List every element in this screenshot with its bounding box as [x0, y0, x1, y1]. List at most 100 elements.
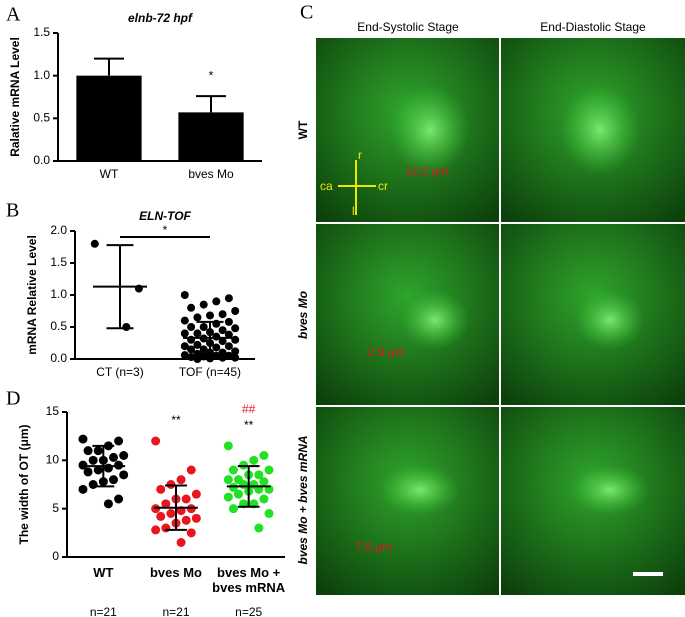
column-header: End-Diastolic Stage: [540, 20, 646, 34]
data-point: [122, 323, 131, 331]
data-point: [223, 441, 233, 451]
data-point: [180, 329, 189, 338]
bar: [76, 75, 142, 161]
data-point: [180, 291, 189, 299]
data-point: [161, 523, 171, 533]
measurement: 12.2 μm: [405, 164, 449, 178]
y-axis-label: Ralative mRNA Level: [8, 37, 22, 157]
data-point: [218, 337, 227, 346]
x-tick-label: bves Mo: [188, 167, 234, 181]
data-point: [191, 489, 201, 499]
data-point: [199, 323, 208, 331]
data-point: [181, 515, 191, 525]
axis-label: cr: [378, 179, 388, 193]
bar: [178, 112, 244, 161]
x-tick-label: WT: [100, 167, 119, 181]
data-point: [193, 329, 202, 338]
n-label: n=21: [162, 605, 189, 617]
x-tick-label: WT: [93, 565, 114, 580]
data-point: [187, 353, 196, 362]
data-point: [166, 509, 176, 518]
measurement: 2.9 μm: [368, 345, 405, 359]
data-point: [264, 465, 274, 475]
data-point: [109, 475, 119, 485]
data-point: [228, 504, 238, 514]
data-point: [93, 446, 103, 456]
panel-c-images: [316, 38, 685, 595]
panel-label: B: [6, 200, 19, 222]
data-point: [103, 499, 113, 509]
data-point: [156, 484, 166, 494]
data-point: [109, 452, 119, 462]
data-point: [193, 340, 202, 349]
data-point: [224, 330, 233, 339]
data-point: [259, 451, 269, 460]
data-point: [254, 470, 264, 480]
axis-label: l: [352, 204, 355, 218]
y-tick-label: 0.0: [33, 153, 50, 167]
chart-title: elnb-72 hpf: [128, 11, 193, 25]
data-point: [119, 470, 129, 480]
data-point: [180, 351, 189, 360]
data-point: [228, 465, 238, 475]
x-tick-label: TOF (n=45): [179, 365, 241, 379]
data-point: [193, 313, 202, 322]
data-point: [231, 324, 240, 333]
data-point: [199, 300, 208, 309]
panel-label: C: [300, 2, 313, 24]
data-point: [223, 492, 233, 502]
data-point: [231, 307, 240, 315]
data-point: [114, 494, 124, 504]
data-point: [206, 354, 214, 363]
y-axis-label: mRNA Relative Level: [25, 235, 39, 355]
data-point: [193, 355, 202, 363]
data-point: [191, 513, 201, 523]
y-tick-label: 5: [52, 501, 59, 515]
data-point: [224, 342, 233, 351]
n-label: n=21: [90, 605, 117, 617]
x-tick-label: bves Mo: [150, 565, 202, 580]
data-point: [231, 347, 240, 356]
data-point: [180, 316, 189, 325]
data-point: [156, 511, 166, 521]
panel-label: A: [6, 4, 21, 26]
data-point: [114, 436, 124, 446]
y-tick-label: 1.0: [50, 287, 67, 301]
row-label: bves Mo: [296, 291, 310, 339]
data-point: [187, 345, 196, 354]
y-tick-label: 0: [52, 549, 59, 563]
data-point: [224, 351, 233, 360]
data-point: [88, 455, 98, 465]
data-point: [187, 303, 196, 312]
x-tick-label: CT (n=3): [96, 365, 143, 379]
x-tick-label: WT: [93, 565, 114, 580]
data-point: [233, 489, 243, 499]
axis-label: r: [358, 148, 362, 162]
data-point: [231, 353, 240, 362]
data-point: [93, 465, 103, 475]
data-point: [83, 467, 93, 477]
data-point: [186, 465, 196, 475]
y-axis-label: The width of OT (μm): [17, 425, 31, 545]
data-point: [212, 297, 221, 306]
data-point: [119, 451, 129, 460]
y-tick-label: 1.5: [33, 25, 50, 39]
data-point: [259, 494, 269, 504]
data-point: [224, 317, 233, 326]
data-point: [259, 477, 269, 487]
annotation: **: [244, 418, 254, 432]
data-point: [78, 434, 88, 444]
data-point: [218, 326, 227, 335]
axis-label: ca: [320, 179, 333, 193]
data-point: [90, 239, 99, 248]
row-label: bves Mo + bves mRNA: [296, 435, 310, 564]
data-point: [254, 523, 264, 533]
data-point: [264, 509, 274, 518]
data-point: [161, 499, 171, 509]
data-point: [218, 353, 227, 362]
y-tick-label: 0.5: [50, 319, 67, 333]
data-point: [103, 463, 113, 473]
annotation: ##: [242, 402, 256, 416]
y-tick-label: 1.5: [50, 255, 67, 269]
